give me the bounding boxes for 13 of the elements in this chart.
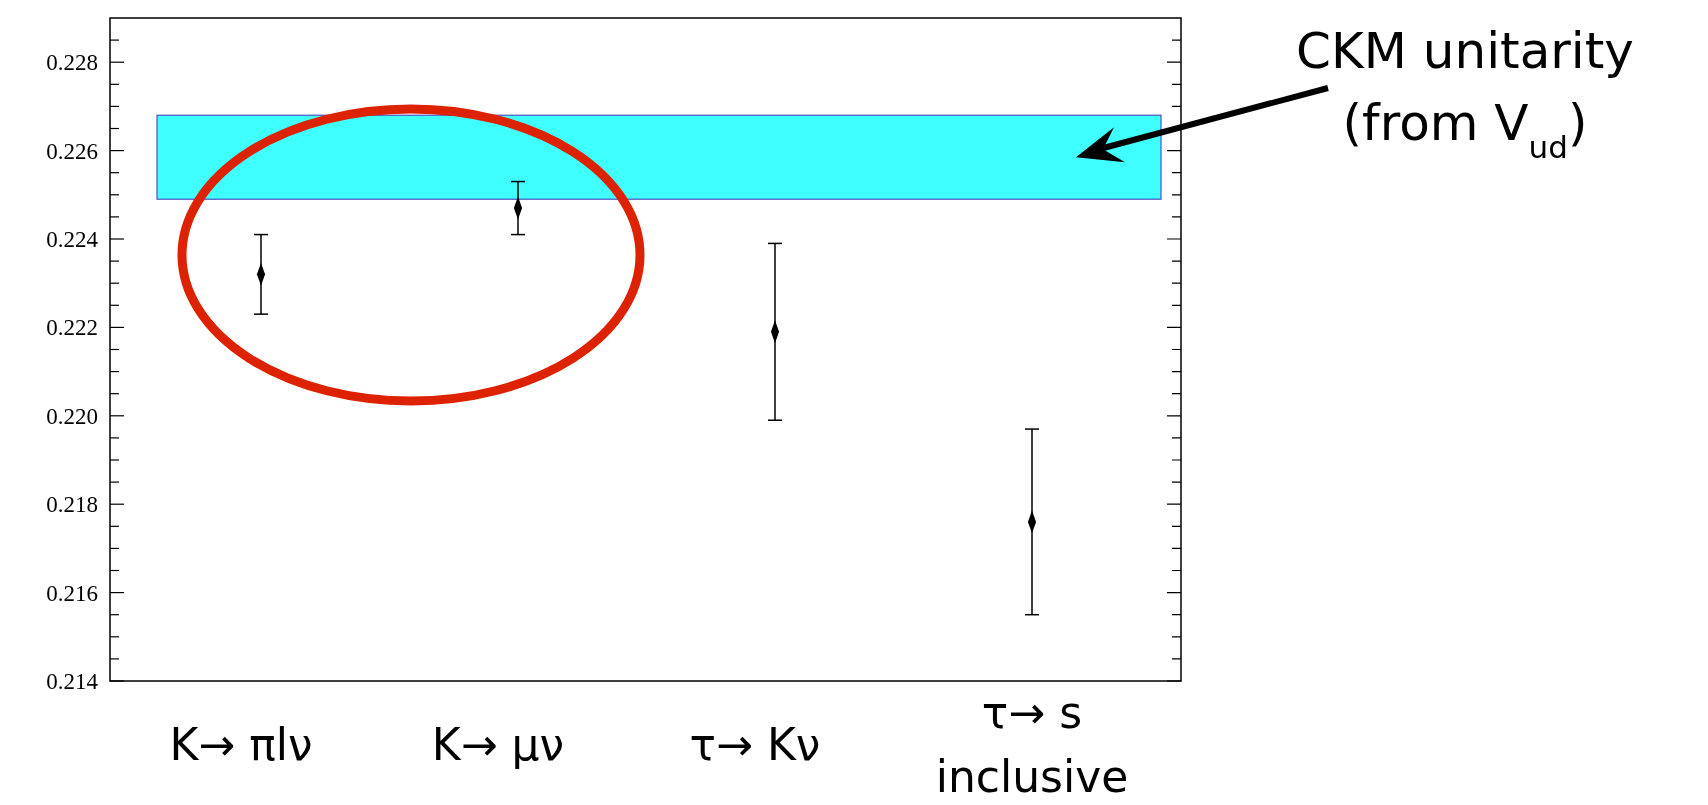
x-tick-label: K→ μν	[431, 719, 565, 770]
y-tick-label: 0.226	[46, 138, 98, 164]
y-tick-label: 0.216	[46, 580, 98, 606]
y-tick-label: 0.222	[46, 315, 98, 341]
x-tick-label: K→ πlν	[169, 719, 313, 770]
y-tick-label: 0.220	[46, 403, 98, 429]
y-tick-label: 0.218	[46, 492, 98, 518]
x-tick-label: τ→ s inclusive	[935, 687, 1129, 802]
y-tick-label: 0.224	[46, 227, 99, 253]
band-label: CKM unitarity (from V$_{ud}$)	[1296, 22, 1634, 165]
x-tick-label: τ→ Kν	[689, 719, 821, 770]
y-tick-label: 0.228	[46, 50, 98, 76]
y-tick-label: 0.214	[46, 669, 99, 695]
